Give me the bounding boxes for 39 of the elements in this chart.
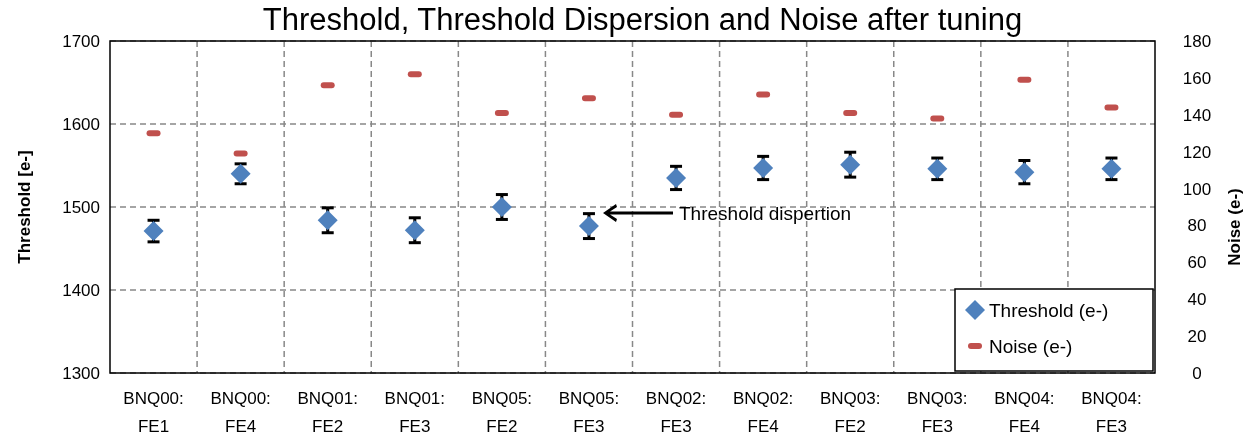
y2-tick-label: 40 bbox=[1187, 290, 1207, 310]
x-tick-label: BNQ01: FE3 bbox=[384, 389, 446, 436]
y-tick-label: 1400 bbox=[62, 280, 100, 300]
y-axis-title: Threshold [e-] bbox=[15, 150, 34, 264]
x-tick-label: BNQ02: FE3 bbox=[645, 389, 707, 436]
x-tick-label: BNQ01: FE2 bbox=[297, 389, 358, 436]
x-tick-label: BNQ05: FE3 bbox=[558, 389, 620, 436]
legend-label: Noise (e-) bbox=[989, 335, 1073, 357]
y2-tick-label: 100 bbox=[1182, 179, 1212, 199]
annotation: Threshold dispertion bbox=[679, 202, 852, 224]
y-tick-label: 1700 bbox=[62, 31, 100, 51]
y-tick-label: 1600 bbox=[62, 114, 100, 134]
x-tick-label: BNQ03: FE2 bbox=[819, 389, 881, 436]
y2-tick-label: 20 bbox=[1187, 327, 1207, 347]
x-tick-label: BNQ02: FE4 bbox=[732, 389, 794, 436]
x-tick-label: BNQ05: FE2 bbox=[471, 389, 533, 436]
x-tick-label: BNQ03: FE3 bbox=[907, 389, 968, 436]
x-tick-label: BNQ04: FE3 bbox=[1081, 389, 1142, 436]
point bbox=[404, 220, 425, 241]
y2-tick-label: 140 bbox=[1182, 105, 1212, 125]
y2-tick-label: 180 bbox=[1182, 31, 1212, 51]
y2-tick-label: 80 bbox=[1187, 216, 1207, 236]
x-tick-label: BNQ00: FE4 bbox=[210, 389, 271, 436]
y-tick-label: 1500 bbox=[62, 197, 100, 217]
y2-tick-label: 160 bbox=[1182, 68, 1212, 88]
y2-tick-label: 0 bbox=[1192, 363, 1202, 383]
point bbox=[753, 157, 774, 178]
chart-title: Threshold, Threshold Dispersion and Noise after tuning bbox=[262, 2, 1023, 37]
x-tick-label: BNQ00: FE1 bbox=[123, 389, 184, 436]
point bbox=[491, 197, 512, 217]
point bbox=[578, 216, 599, 237]
legend-label: Threshold (e-) bbox=[989, 299, 1109, 321]
y-tick-label: 1300 bbox=[62, 363, 100, 383]
y2-axis-title: Noise (e-) bbox=[1225, 188, 1244, 266]
point bbox=[666, 167, 687, 188]
point bbox=[143, 221, 164, 242]
y2-tick-label: 120 bbox=[1182, 142, 1212, 162]
x-tick-label: BNQ04: FE4 bbox=[994, 389, 1055, 436]
y2-tick-label: 60 bbox=[1187, 253, 1207, 273]
